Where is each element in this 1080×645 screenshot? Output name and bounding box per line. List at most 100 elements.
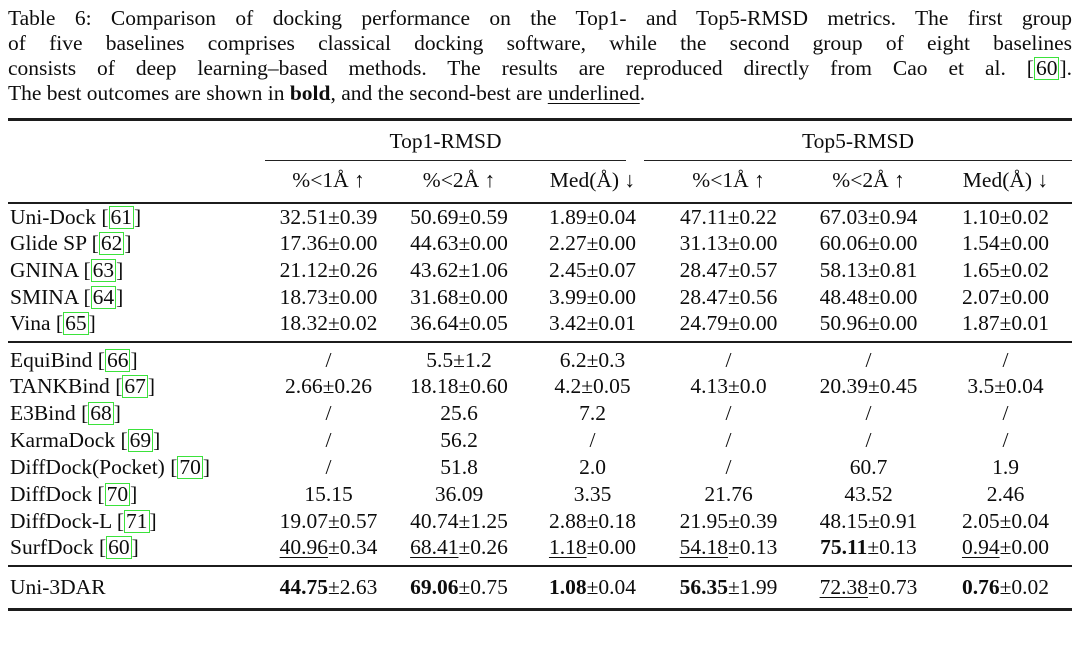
table-row: EquiBind [66]/5.5±1.2 6.2±0.3// /: [8, 341, 1072, 373]
citation-link[interactable]: 60: [1033, 56, 1060, 80]
col-header-top1-med: Med(Å) ↓: [526, 161, 659, 204]
caption-text: The best outcomes are shown in: [8, 81, 290, 105]
metric-value-cell: 0.76±0.02: [939, 565, 1072, 610]
metric-value: 54.18: [679, 535, 728, 559]
metric-value-cell: 1.18±0.00: [526, 535, 659, 566]
metric-value: 31.68: [410, 285, 459, 309]
metric-value-cell: 15.15: [265, 481, 392, 508]
metric-value-cell: 2.27±0.00: [526, 230, 659, 257]
citation-link[interactable]: 71: [124, 509, 150, 533]
citation-link[interactable]: 70: [177, 455, 203, 479]
table-row: Uni-3DAR 44.75±2.63 69.06±0.75 1.08±0.04 56.…: [8, 565, 1072, 610]
metric-value: 47.11: [679, 204, 728, 229]
metric-value: /: [325, 401, 332, 425]
method-label: KarmaDock [69]: [10, 428, 161, 452]
caption-line-1: Table 6: Comparison of docking performan…: [8, 6, 1072, 31]
metric-stddev: ±0.00: [867, 311, 918, 335]
metric-value: 67.03: [819, 204, 868, 229]
metric-value: 24.79: [679, 311, 728, 335]
table-row: TANKBind [67] 2.66±0.26 18.18±0.60 4.2±0.05…: [8, 373, 1072, 400]
metric-value: 28.47: [679, 258, 728, 282]
metric-value: 2.0: [579, 455, 606, 479]
metric-value-cell: 20.39±0.45: [798, 373, 939, 400]
metric-value: 21.76: [704, 482, 753, 506]
metric-value-cell: 56.35±1.99: [659, 565, 798, 610]
metric-stddev: ±0.00: [867, 231, 918, 255]
metric-value: 1.65: [961, 258, 1000, 282]
metric-stddev: ±0.26: [327, 258, 378, 282]
metric-value: 2.66: [284, 374, 323, 398]
metric-value-cell: 2.46: [939, 481, 1072, 508]
citation-link[interactable]: 67: [122, 374, 148, 398]
metric-value-cell: 48.48±0.00: [798, 284, 939, 311]
metric-stddev: ±0.00: [458, 231, 508, 255]
column-group-header-row: Top1-RMSD Top5-RMSD: [8, 120, 1072, 161]
metric-value: 48.15: [819, 509, 868, 533]
metric-stddev: ±0.00: [727, 231, 778, 255]
citation-link[interactable]: 70: [104, 482, 131, 506]
metric-value: 1.54: [961, 231, 1000, 255]
metric-value-cell: 3.5±0.04: [939, 373, 1072, 400]
metric-value-cell: 3.35: [526, 481, 659, 508]
metric-value-cell: 21.95±0.39: [659, 508, 798, 535]
citation-link[interactable]: 64: [90, 285, 117, 309]
metric-value-cell: 69.06±0.75: [392, 565, 526, 610]
citation-bracket: [: [1026, 56, 1034, 80]
metric-value-cell: /: [939, 400, 1072, 427]
citation-link[interactable]: 63: [90, 258, 117, 282]
method-label: SurfDock [60]: [10, 535, 139, 559]
citation-link[interactable]: 65: [63, 311, 89, 335]
metric-value-cell: 51.8: [392, 454, 526, 481]
metric-stddev: ±0.13: [867, 535, 917, 559]
metric-value-cell: 7.2: [526, 400, 659, 427]
metric-stddev: ±2.63: [327, 575, 378, 599]
metric-value: /: [865, 401, 872, 425]
metric-value: 28.47: [679, 285, 728, 309]
metric-value-cell: 31.68±0.00: [392, 284, 526, 311]
metric-value: 7.2: [579, 401, 606, 425]
metric-stddev: ±1.99: [727, 575, 778, 599]
metric-stddev: ±0.59: [458, 204, 508, 229]
metric-value-cell: /: [265, 454, 392, 481]
table-row: SurfDock [60] 40.96±0.34 68.41±0.26 1.18±0.…: [8, 535, 1072, 566]
metric-stddev: ±0.81: [867, 258, 918, 282]
metric-stddev: ±0.57: [327, 509, 378, 533]
metric-value-cell: 31.13±0.00: [659, 230, 798, 257]
metric-value: 18.32: [279, 311, 328, 335]
metric-value-cell: /: [798, 427, 939, 454]
metric-value: 17.36: [279, 231, 328, 255]
metric-stddev: ±0.00: [586, 535, 637, 559]
metric-value: 6.2: [559, 348, 587, 372]
metric-stddev: ±0.26: [458, 535, 508, 559]
citation-link[interactable]: 66: [104, 348, 131, 372]
table-row: SMINA [64] 18.73±0.00 31.68±0.00 3.99±0.00 2…: [8, 284, 1072, 311]
empty-corner-cell: [8, 161, 265, 204]
metric-value: 3.99: [548, 285, 587, 309]
citation-link[interactable]: 68: [88, 401, 114, 425]
col-header-top5-pct1A: %<1Å ↑: [659, 161, 798, 204]
citation-link[interactable]: 61: [108, 204, 135, 229]
metric-value: 1.9: [992, 455, 1019, 479]
citation-link[interactable]: 60: [106, 535, 132, 559]
citation-link[interactable]: 62: [98, 231, 125, 255]
caption-line-2: of five baselines comprises classical do…: [8, 31, 1072, 56]
metric-value-cell: 43.52: [798, 481, 939, 508]
caption-text: consists of deep learning–based methods.…: [8, 56, 1006, 80]
caption-bold-word: bold: [289, 81, 331, 105]
metric-value: 68.41: [410, 535, 459, 559]
caption-line-3: consists of deep learning–based methods.…: [8, 56, 1072, 81]
metric-value-cell: 21.76: [659, 481, 798, 508]
metric-value: 40.74: [410, 509, 459, 533]
metric-value: 36.09: [434, 482, 484, 506]
metric-value-cell: 75.11±0.13: [798, 535, 939, 566]
metric-stddev: ±0.04: [999, 509, 1050, 533]
caption-text: .: [639, 81, 646, 105]
col-group-label: Top5-RMSD: [802, 129, 914, 153]
metric-value-cell: 50.69±0.59: [392, 203, 526, 230]
table-row: DiffDock [70] 15.15 36.09 3.35 21.76 43.52 2.4…: [8, 481, 1072, 508]
table-row: Glide SP [62] 17.36±0.00 44.63±0.00 2.27±0.…: [8, 230, 1072, 257]
metric-value-cell: 2.07±0.00: [939, 284, 1072, 311]
citation-link[interactable]: 69: [127, 428, 154, 452]
metric-value-cell: 18.32±0.02: [265, 311, 392, 342]
